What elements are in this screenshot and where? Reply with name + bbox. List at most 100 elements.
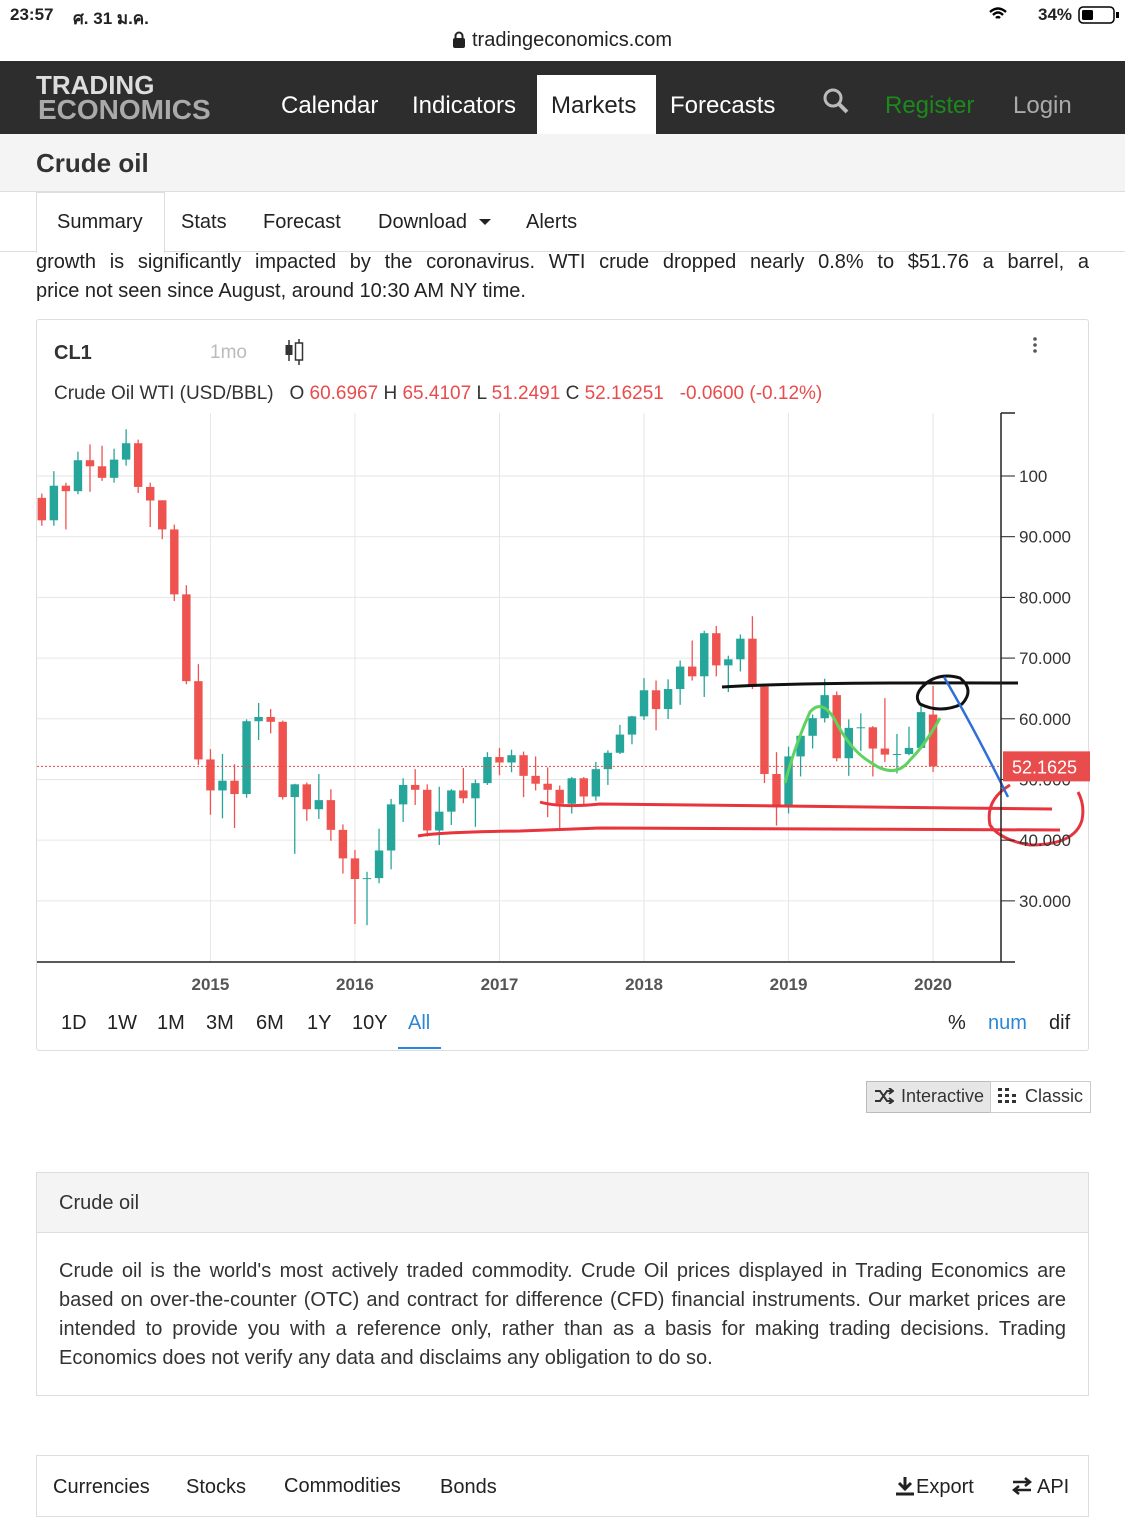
tab[interactable]: Alerts	[526, 211, 578, 233]
y-tick-label: 100	[1019, 467, 1047, 486]
x-tick-label: 2018	[625, 975, 663, 994]
candle-body	[567, 778, 576, 804]
tab[interactable]: Stats	[181, 211, 227, 233]
candle-body	[700, 633, 709, 677]
axes: 30.00040.00050.00060.00070.00080.00090.0…	[37, 412, 1090, 994]
x-tick-label: 2019	[770, 975, 808, 994]
candle-body	[892, 753, 902, 755]
candle-body	[49, 485, 59, 521]
candle-body	[109, 459, 119, 478]
register-link[interactable]: Register	[885, 92, 975, 119]
x-tick-label: 2016	[336, 975, 374, 994]
download-icon	[896, 1477, 914, 1496]
candle-body	[410, 784, 420, 790]
range-button[interactable]: 10Y	[352, 1012, 388, 1034]
description-title: Crude oil	[59, 1192, 140, 1214]
nav-link[interactable]: Forecasts	[670, 92, 776, 119]
logo-line1[interactable]: TRADING	[36, 70, 155, 100]
nav-link-active[interactable]: Markets	[551, 92, 637, 119]
tab[interactable]: Summary	[57, 211, 143, 233]
candle-body	[808, 718, 817, 736]
status-battery: 34%	[1038, 5, 1073, 24]
candle-body	[543, 783, 552, 790]
chart: 30.00040.00050.00060.00070.00080.00090.0…	[37, 412, 1090, 994]
candle-body	[856, 727, 866, 729]
url[interactable]: tradingeconomics.com	[472, 29, 673, 51]
candle-body	[194, 681, 203, 760]
mode-button[interactable]: %	[948, 1012, 966, 1034]
ohlc-value: 60.6967	[309, 383, 379, 404]
candle-body	[145, 486, 155, 501]
search-icon[interactable]	[822, 87, 850, 115]
candle-body	[398, 784, 408, 805]
bottom-tab[interactable]: Commodities	[284, 1475, 401, 1497]
candle-body	[302, 784, 312, 810]
nav-link[interactable]: Indicators	[412, 92, 517, 119]
range-button[interactable]: 3M	[206, 1012, 234, 1034]
annotation-line	[721, 681, 1019, 689]
mode-button-active[interactable]: num	[988, 1012, 1027, 1034]
ohlc-change: -0.0600 (-0.12%)	[679, 383, 823, 404]
status-icons	[989, 7, 1032, 21]
x-tick-label: 2020	[914, 975, 952, 994]
export-button[interactable]: Export	[916, 1476, 974, 1498]
menu-dots[interactable]	[1030, 336, 1040, 354]
view-button[interactable]: Interactive	[901, 1086, 985, 1106]
bottom-tab[interactable]: Bonds	[440, 1476, 497, 1498]
candle-body	[362, 878, 372, 880]
y-tick-label: 90.000	[1019, 528, 1071, 547]
range-button[interactable]: 1Y	[307, 1012, 332, 1034]
candle-body	[687, 666, 697, 677]
candle-body	[832, 695, 841, 759]
range-button[interactable]: 1M	[157, 1012, 185, 1034]
api-button[interactable]: API	[1037, 1476, 1070, 1498]
annotation-line	[539, 800, 1053, 811]
y-tick-label: 60.000	[1019, 710, 1071, 729]
y-tick-label: 30.000	[1019, 892, 1071, 911]
candles	[37, 429, 1001, 926]
candle-body	[326, 800, 336, 830]
candle-body	[627, 716, 637, 735]
x-tick-label: 2017	[481, 975, 519, 994]
range-button[interactable]: 1W	[107, 1012, 137, 1034]
candle-type-icon[interactable]	[284, 337, 306, 367]
bottom-tab[interactable]: Currencies	[53, 1476, 150, 1498]
candle-body	[760, 686, 769, 775]
annotation-line	[417, 826, 1061, 838]
range-button[interactable]: 6M	[256, 1012, 284, 1034]
candle-body	[772, 774, 781, 808]
tab[interactable]: Download	[378, 211, 467, 233]
candle-body	[736, 638, 745, 660]
candle-body	[158, 500, 167, 530]
mode-button[interactable]: dif	[1049, 1012, 1071, 1034]
candle-body	[579, 778, 589, 797]
range-button-active[interactable]: All	[408, 1012, 431, 1034]
ohlc-key: O	[289, 383, 305, 404]
description-text: Crude oil is the world's most actively t…	[59, 1260, 1066, 1369]
candle-body	[784, 756, 793, 808]
bottom-tab[interactable]: Stocks	[186, 1476, 247, 1498]
candle-body	[218, 780, 227, 791]
candle-body	[724, 659, 733, 666]
annotation-circle	[987, 783, 1085, 847]
title-bar	[0, 134, 1125, 192]
candle-body	[170, 529, 179, 595]
range-button[interactable]: 1D	[61, 1012, 87, 1034]
nav-link[interactable]: Calendar	[281, 92, 379, 119]
chart-interval[interactable]: 1mo	[210, 342, 247, 363]
login-link[interactable]: Login	[1013, 92, 1072, 119]
intro-line: growth is significantly impacted by the …	[36, 251, 1089, 273]
api-icon	[1011, 1477, 1033, 1495]
logo-line2[interactable]: ECONOMICS	[38, 94, 211, 125]
candle-body	[350, 858, 360, 880]
candle-body	[97, 466, 107, 478]
view-button[interactable]: Classic	[1025, 1086, 1084, 1106]
candle-body	[904, 747, 914, 754]
page-title: Crude oil	[36, 148, 149, 178]
instrument-name: Crude Oil WTI (USD/BBL)	[54, 383, 274, 404]
candle-body	[423, 789, 432, 831]
tab[interactable]: Forecast	[263, 211, 341, 233]
annotation-circle	[915, 674, 970, 711]
candle-body	[121, 443, 131, 460]
candle-body	[603, 752, 613, 770]
